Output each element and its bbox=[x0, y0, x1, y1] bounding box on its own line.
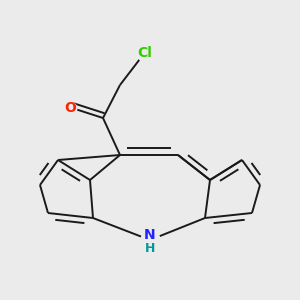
Text: Cl: Cl bbox=[138, 46, 152, 60]
Text: H: H bbox=[145, 242, 155, 254]
Text: O: O bbox=[64, 101, 76, 115]
Text: N: N bbox=[144, 228, 156, 242]
